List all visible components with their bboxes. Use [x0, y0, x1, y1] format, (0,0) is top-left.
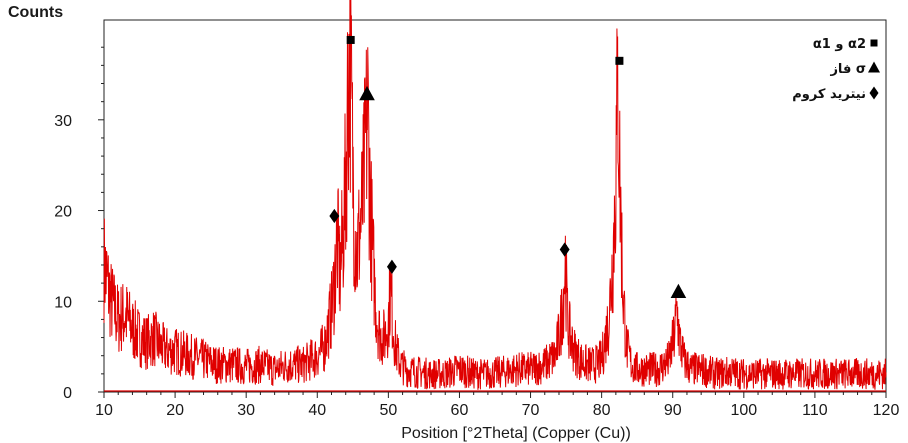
- y-tick-label: 0: [63, 385, 72, 402]
- y-axis-title: Counts: [8, 4, 63, 21]
- x-tick-label: 100: [730, 402, 757, 419]
- legend: α1 و α2 فاز σ نیترید کروم: [792, 37, 880, 102]
- peak-marker-diamond: [329, 208, 340, 224]
- x-tick-label: 20: [166, 402, 184, 419]
- legend-label: فاز σ: [829, 62, 866, 77]
- x-tick-label: 50: [379, 402, 397, 419]
- y-tick-label: 10: [54, 294, 72, 311]
- x-tick-label: 110: [802, 402, 828, 419]
- xrd-trace: [103, 0, 887, 390]
- x-axis-title: Position [°2Theta] (Copper (Cu)): [401, 425, 631, 442]
- y-tick-label: 20: [54, 204, 72, 221]
- x-tick-label: 90: [664, 402, 682, 419]
- legend-marker-square: [870, 39, 878, 47]
- x-tick-label: 120: [873, 402, 900, 419]
- legend-marker-triangle: [868, 61, 880, 73]
- peak-marker-square: [346, 35, 355, 44]
- legend-label: نیترید کروم: [792, 87, 866, 102]
- x-tick-label: 10: [95, 402, 113, 419]
- x-tick-label: 70: [522, 402, 540, 419]
- legend-label: α1 و α2: [813, 37, 866, 52]
- legend-marker-diamond: [869, 86, 879, 100]
- x-tick-label: 80: [593, 402, 611, 419]
- peak-marker-triangle: [670, 283, 687, 299]
- x-tick-label: 60: [451, 402, 469, 419]
- x-tick-label: 30: [237, 402, 255, 419]
- peak-marker-diamond: [386, 259, 397, 274]
- plot-frame: [103, 19, 887, 393]
- peak-marker-diamond: [559, 242, 570, 257]
- x-tick-label: 40: [308, 402, 326, 419]
- peak-marker-square: [615, 56, 624, 65]
- y-tick-label: 30: [54, 113, 72, 130]
- peak-marker-triangle: [359, 85, 375, 101]
